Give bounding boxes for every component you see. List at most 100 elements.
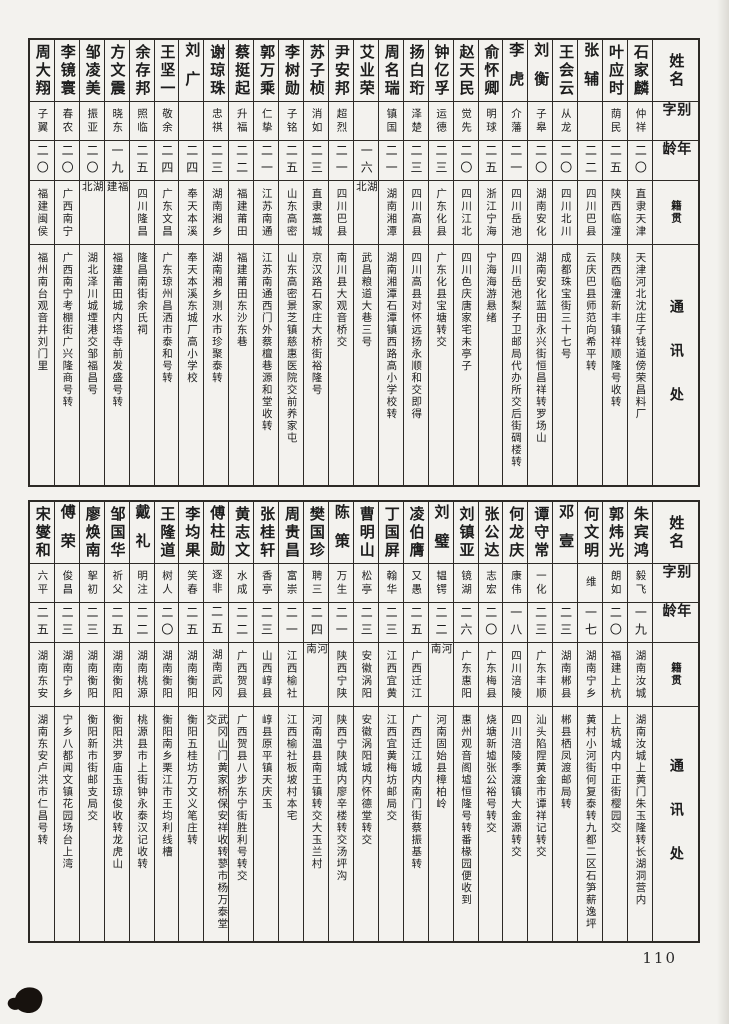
person-courtesy-name: 超烈 [329, 102, 353, 141]
person-column: 李均果 笑春 二五 湖南衡阳 衡阳五桂坊万文义笔庄转 [178, 502, 204, 941]
header-courtesy-name: 别字 [653, 102, 698, 141]
person-name: 傅荣 [54, 502, 79, 564]
person-age: 二四 [154, 141, 179, 181]
person-name: 蔡挺起 [229, 40, 254, 102]
person-courtesy-name: 毅飞 [628, 564, 652, 603]
person-column: 钟亿孚 运德 二三 广东化县 广东化县宝塘转交 [427, 40, 453, 485]
person-age: 二五 [478, 141, 503, 181]
person-age: 二三 [204, 141, 229, 181]
person-courtesy-name: 挐初 [79, 564, 104, 603]
person-column: 周名瑞 镇国 二一 湖南湘潭 湖南湘潭石潭镇西路高小学校转 [377, 40, 403, 485]
person-age: 二四 [179, 141, 204, 181]
person-address: 上杭城内中正街樱园交 [609, 714, 622, 834]
person-age: 一八 [503, 603, 528, 643]
person-column: 朱宾鸿 毅飞 一九 湖南汝城 湖南汝城上黄门朱玉隆转长湖洞营内 [627, 502, 652, 941]
person-courtesy-name: 春农 [54, 102, 79, 141]
person-courtesy-name: 振亚 [79, 102, 104, 141]
header-contact-address: 通讯处 [667, 299, 684, 431]
person-column: 刘广 二四 奉天本溪 奉天本溪东城厂高小学校 [178, 40, 204, 485]
person-column: 俞怀卿 明球 二五 浙江宁海 宁海海游悬绪 [477, 40, 503, 485]
person-age: 二三 [79, 603, 104, 643]
person-courtesy-name [179, 102, 204, 141]
person-native-place: 湖南湘潭 [378, 181, 403, 245]
person-age: 二一 [503, 141, 528, 181]
person-address: 四川涪陵季渡镇大金源转交 [509, 714, 522, 858]
person-courtesy-name: 敬余 [154, 102, 179, 141]
person-address: 广东琼州昌洒市泰和号转 [161, 252, 174, 384]
person-name: 方文震 [104, 40, 129, 102]
person-name: 俞怀卿 [478, 40, 503, 102]
person-column: 李树勋 子铭 二五 山东高密 山东高密景芝镇慈惠医院交前养家屯 [278, 40, 304, 485]
person-column: 扬白珩 泽楚 二三 四川高县 四川高县对怀远扬永顺和交即得 [402, 40, 428, 485]
person-address: 湖南安化蓝田永兴街恒昌祥转罗场山 [534, 252, 547, 444]
person-courtesy-name: 俊昌 [54, 564, 79, 603]
person-native-place: 四川巴县 [329, 181, 353, 245]
person-courtesy-name: 子皋 [528, 102, 553, 141]
person-column: 王隆道 树人 二〇 湖南衡阳 衡阳南乡栗江市王均利线槽 [153, 502, 179, 941]
person-age: 二三 [378, 603, 403, 643]
person-address: 安徽涡阳城内怀德堂转交 [360, 714, 373, 846]
person-column: 邹凌美 振亚 二〇 湖北 湖北泽川城堙港交邹福昌号 [78, 40, 104, 485]
person-native-place: 湖南东安 [29, 643, 54, 707]
person-column: 廖焕南 挐初 二三 湖南衡阳 衡阳新市街邮支局交 [78, 502, 104, 941]
person-address: 衡阳新市街邮支局交 [86, 714, 99, 822]
person-courtesy-name: 消如 [304, 102, 329, 141]
person-address: 河南温县南王镇转交大玉兰村 [310, 714, 323, 870]
person-address: 桃源县市上街钟永泰汉记收转 [136, 714, 149, 870]
person-native-place: 广东梅县 [478, 643, 503, 707]
person-courtesy-name: 维 [578, 564, 603, 603]
person-name: 张辅 [578, 40, 603, 102]
person-age: 二一 [254, 141, 279, 181]
person-native-place: 广东丰顺 [528, 643, 553, 707]
directory-table-top: 姓名 别字 年龄 籍贯 通讯处 石家麟 仲祥 二〇 直隶天津 天津河北沈庄子钱道傍荣昌料… [28, 38, 700, 487]
person-native-place: 江西榆社 [279, 643, 304, 707]
person-name: 郭炜光 [603, 502, 628, 564]
person-name: 傅柱勋 [204, 502, 229, 564]
person-age: 二〇 [553, 141, 578, 181]
person-age: 二二 [129, 603, 154, 643]
person-age: 二〇 [478, 603, 503, 643]
person-name: 尹安邦 [329, 40, 353, 102]
person-name: 刘镇亚 [453, 502, 478, 564]
person-name: 艾业荣 [353, 40, 378, 102]
person-age: 二二 [578, 141, 603, 181]
person-age: 二五 [129, 141, 154, 181]
person-native-place: 直隶天津 [628, 181, 652, 245]
person-age: 二三 [428, 141, 453, 181]
person-age: 二三 [553, 603, 578, 643]
person-native-place: 湖南安化 [528, 181, 553, 245]
header-native-place: 籍贯 [653, 643, 698, 707]
person-column: 凌伯膺 又愚 二五 广西迁江 广西迁江城内南门街蔡振基转 [402, 502, 428, 941]
person-age: 一九 [104, 141, 129, 181]
person-column: 傅柱勋 逐非 二五 湖南武冈 武冈山门黄家桥保安祥收转蓼市杨万泰堂交 [203, 502, 229, 941]
person-address: 云庆巴县师范向希平转 [584, 252, 597, 372]
header-contact-address: 通讯处 [667, 758, 684, 890]
person-column: 傅荣 俊昌 二三 湖南宁乡 宁乡八都闻文镇花园场台上湾 [53, 502, 79, 941]
person-courtesy-name: 祈父 [104, 564, 129, 603]
person-native-place: 广西迁江 [403, 643, 428, 707]
person-courtesy-name: 又愚 [403, 564, 428, 603]
person-address: 山东高密景芝镇慈惠医院交前养家屯 [285, 252, 298, 444]
person-column: 李虎 介藩 二一 四川岳池 四川岳池梨子卫邮局代办所交后街碉楼转 [502, 40, 528, 485]
person-address: 四川岳池梨子卫邮局代办所交后街碉楼转 [509, 252, 522, 468]
person-name: 陈策 [329, 502, 353, 564]
person-address: 陕西临潼新丰镇祥顺隆号收转 [609, 252, 622, 408]
person-native-place: 直隶藁城 [304, 181, 329, 245]
person-name: 邹国华 [104, 502, 129, 564]
person-age: 二三 [403, 141, 428, 181]
person-age: 二〇 [154, 603, 179, 643]
person-age: 二三 [528, 603, 553, 643]
header-name: 姓名 [653, 40, 698, 102]
person-column: 苏子桢 消如 二三 直隶藁城 京汉路石家庄大桥街裕隆号 [303, 40, 329, 485]
person-column: 周大翔 子翼 二〇 福建闽侯 福州南台观音井刘门里 [29, 40, 54, 485]
person-column: 谭守常 一化 二三 广东丰顺 汕头陷陧黄金市谭祥记转交 [527, 502, 553, 941]
person-column: 戴礼 明注 二二 湖南桃源 桃源县市上街钟永泰汉记收转 [128, 502, 154, 941]
person-name: 郭万乘 [254, 40, 279, 102]
person-name: 邓壹 [553, 502, 578, 564]
person-age: 二五 [179, 603, 204, 643]
person-name: 周名瑞 [378, 40, 403, 102]
person-native-place: 湖南衡阳 [154, 643, 179, 707]
person-courtesy-name: 水成 [229, 564, 254, 603]
person-native-place: 江苏南通 [254, 181, 279, 245]
